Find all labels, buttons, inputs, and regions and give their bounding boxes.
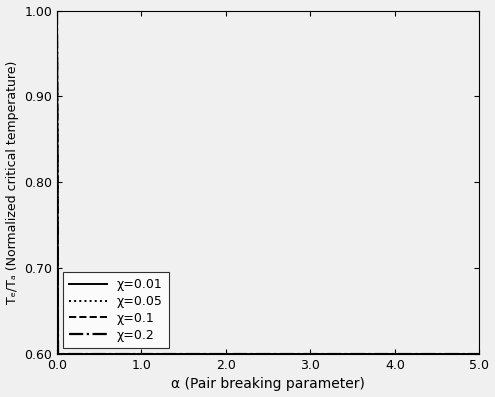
χ=0.1 — [54, 8, 60, 13]
χ=0.1 — [193, 352, 198, 357]
χ=0.01 — [54, 8, 60, 13]
χ=0.2 — [477, 352, 483, 357]
χ=0.2 — [321, 352, 327, 357]
χ=0.1 — [106, 352, 112, 357]
Line: χ=0.01: χ=0.01 — [57, 11, 480, 354]
χ=0.1 — [222, 352, 228, 357]
χ=0.01 — [321, 352, 327, 357]
χ=0.2 — [106, 352, 112, 357]
χ=0.2 — [360, 352, 366, 357]
χ=0.05 — [362, 352, 368, 357]
χ=0.05 — [106, 352, 112, 357]
χ=0.2 — [193, 352, 198, 357]
Line: χ=0.2: χ=0.2 — [57, 11, 480, 354]
χ=0.01 — [193, 352, 198, 357]
Line: χ=0.1: χ=0.1 — [57, 11, 480, 354]
X-axis label: α (Pair breaking parameter): α (Pair breaking parameter) — [171, 378, 365, 391]
χ=0.2 — [222, 352, 228, 357]
χ=0.1 — [360, 352, 366, 357]
χ=0.01 — [362, 352, 368, 357]
χ=0.05 — [321, 352, 327, 357]
Legend: χ=0.01, χ=0.05, χ=0.1, χ=0.2: χ=0.01, χ=0.05, χ=0.1, χ=0.2 — [63, 272, 169, 348]
χ=0.05 — [477, 352, 483, 357]
χ=0.2 — [362, 352, 368, 357]
Line: χ=0.05: χ=0.05 — [57, 11, 480, 354]
χ=0.05 — [55, 352, 61, 357]
χ=0.05 — [222, 352, 228, 357]
χ=0.01 — [55, 352, 61, 357]
χ=0.2 — [54, 8, 60, 13]
χ=0.05 — [360, 352, 366, 357]
χ=0.01 — [222, 352, 228, 357]
χ=0.01 — [360, 352, 366, 357]
χ=0.2 — [55, 352, 61, 357]
χ=0.01 — [477, 352, 483, 357]
χ=0.1 — [477, 352, 483, 357]
χ=0.05 — [193, 352, 198, 357]
χ=0.1 — [55, 352, 61, 357]
Y-axis label: Tₑ/Tₐ (Normalized critical temperature): Tₑ/Tₐ (Normalized critical temperature) — [5, 61, 18, 304]
χ=0.1 — [321, 352, 327, 357]
χ=0.01 — [106, 352, 112, 357]
χ=0.1 — [362, 352, 368, 357]
χ=0.05 — [54, 8, 60, 13]
